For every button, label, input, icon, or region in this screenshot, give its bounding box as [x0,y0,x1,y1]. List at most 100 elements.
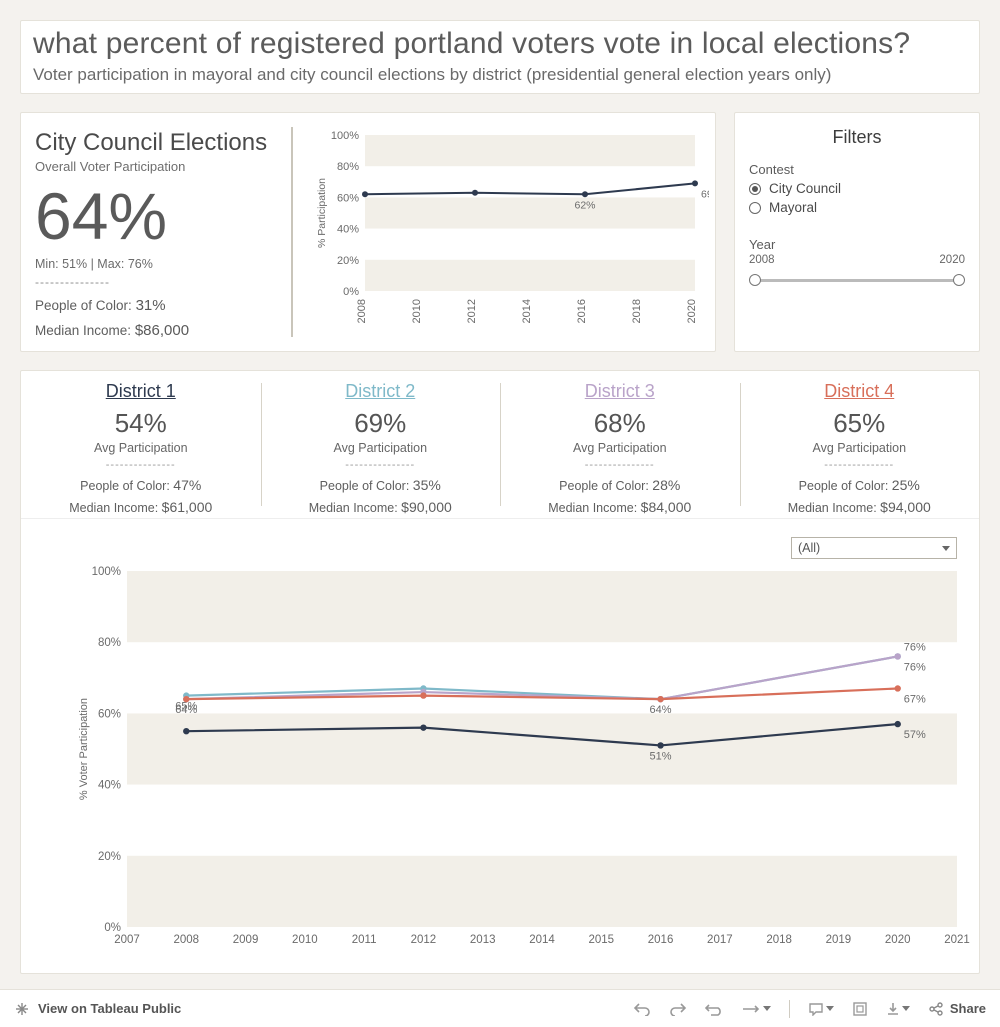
summary-title: City Council Elections [35,129,281,157]
fullscreen-icon[interactable] [852,1001,868,1017]
svg-text:2014: 2014 [529,934,555,946]
overall-participation-chart[interactable]: 0%20%40%60%80%100%% Participation2008201… [311,127,709,335]
district-name[interactable]: District 1 [21,381,261,402]
tableau-toolbar: View on Tableau Public Share [0,989,1000,1027]
svg-text:2010: 2010 [411,299,423,323]
dropdown-value: (All) [798,541,820,555]
svg-text:0%: 0% [343,286,359,298]
svg-text:2016: 2016 [576,299,588,323]
svg-text:20%: 20% [98,851,121,863]
district-income: Median Income: $84,000 [500,499,740,515]
download-icon[interactable] [886,1001,910,1017]
tableau-logo-icon [14,1001,30,1017]
view-on-tableau-label: View on Tableau Public [38,1001,181,1016]
svg-text:2010: 2010 [292,934,318,946]
share-icon [928,1001,944,1017]
district-participation-chart[interactable]: 0%20%40%60%80%100%% Voter Participation2… [55,563,975,963]
district-income: Median Income: $94,000 [740,499,980,515]
svg-text:% Participation: % Participation [316,178,328,248]
summary-chart-area: 0%20%40%60%80%100%% Participation2008201… [293,127,701,337]
refresh-icon[interactable] [741,1003,771,1015]
filter-contest-option[interactable]: City Council [749,181,965,196]
svg-text:80%: 80% [98,637,121,649]
district-name[interactable]: District 2 [261,381,501,402]
svg-text:2018: 2018 [631,299,643,323]
svg-text:64%: 64% [175,704,197,716]
year-slider[interactable] [749,270,965,290]
svg-text:62%: 62% [574,199,595,211]
summary-poc-value: 31% [136,297,166,314]
summary-stats: City Council Elections Overall Voter Par… [35,127,293,337]
district-filter-dropdown[interactable]: (All) [791,537,957,559]
summary-poc: People of Color: 31% [35,297,281,314]
district-name[interactable]: District 3 [500,381,740,402]
district-income: Median Income: $61,000 [21,499,261,515]
toolbar-separator [789,1000,790,1018]
filters-panel: Filters Contest City CouncilMayoral Year… [734,112,980,352]
redo-icon[interactable] [669,1002,687,1016]
year-slider-handle-max[interactable] [953,274,965,286]
filter-contest-option-label: City Council [769,181,841,196]
district-poc: People of Color: 47% [21,477,261,493]
district-participation-pct: 68% [500,408,740,439]
chevron-down-icon [902,1006,910,1011]
svg-text:2013: 2013 [470,934,496,946]
header-panel: what percent of registered portland vote… [20,20,980,94]
svg-text:2008: 2008 [173,934,199,946]
svg-text:100%: 100% [331,130,359,142]
svg-text:64%: 64% [650,704,672,716]
district-name[interactable]: District 4 [740,381,980,402]
svg-text:69%: 69% [701,188,709,200]
district-poc: People of Color: 35% [261,477,501,493]
district-divider: --------------- [500,459,740,471]
page-title: what percent of registered portland vote… [33,27,967,61]
svg-text:2008: 2008 [356,299,368,323]
svg-text:51%: 51% [650,750,672,762]
summary-poc-label: People of Color: [35,298,132,313]
filter-contest-option-label: Mayoral [769,200,817,215]
comment-icon[interactable] [808,1002,834,1016]
svg-text:2014: 2014 [521,299,533,323]
district-card: District 368%Avg Participation----------… [500,371,740,518]
svg-text:60%: 60% [337,192,359,204]
svg-text:2015: 2015 [588,934,614,946]
summary-income-value: $86,000 [135,322,189,339]
district-divider: --------------- [740,459,980,471]
district-participation-pct: 54% [21,408,261,439]
summary-minmax: Min: 51% | Max: 76% [35,257,281,271]
district-poc: People of Color: 28% [500,477,740,493]
chevron-down-icon [826,1006,834,1011]
filters-title: Filters [749,127,965,148]
svg-text:2018: 2018 [766,934,792,946]
filter-contest-label: Contest [749,162,965,177]
svg-text:2020: 2020 [885,934,911,946]
svg-text:80%: 80% [337,161,359,173]
summary-panel: City Council Elections Overall Voter Par… [20,112,716,352]
district-card: District 154%Avg Participation----------… [21,371,261,518]
svg-text:40%: 40% [98,780,121,792]
svg-text:76%: 76% [904,641,926,653]
district-participation-pct: 65% [740,408,980,439]
summary-income-label: Median Income: [35,323,131,338]
year-slider-handle-min[interactable] [749,274,761,286]
svg-text:100%: 100% [92,566,121,578]
share-button[interactable]: Share [928,1001,986,1017]
svg-text:2009: 2009 [233,934,259,946]
svg-text:2007: 2007 [114,934,140,946]
district-income: Median Income: $90,000 [261,499,501,515]
svg-text:% Voter Participation: % Voter Participation [78,698,90,800]
svg-text:67%: 67% [904,693,926,705]
filter-contest-option[interactable]: Mayoral [749,200,965,215]
view-on-tableau-button[interactable]: View on Tableau Public [14,1001,181,1017]
undo-icon[interactable] [633,1002,651,1016]
district-avg-label: Avg Participation [740,441,980,455]
svg-text:2020: 2020 [686,299,698,323]
svg-text:2017: 2017 [707,934,733,946]
reset-icon[interactable] [705,1002,723,1016]
svg-text:2021: 2021 [944,934,970,946]
district-card: District 4 65% Avg Participation ----------… [740,371,980,518]
svg-text:0%: 0% [104,922,121,934]
districts-panel: District 154%Avg Participation----------… [20,370,980,974]
district-avg-label: Avg Participation [21,441,261,455]
svg-text:2019: 2019 [826,934,852,946]
